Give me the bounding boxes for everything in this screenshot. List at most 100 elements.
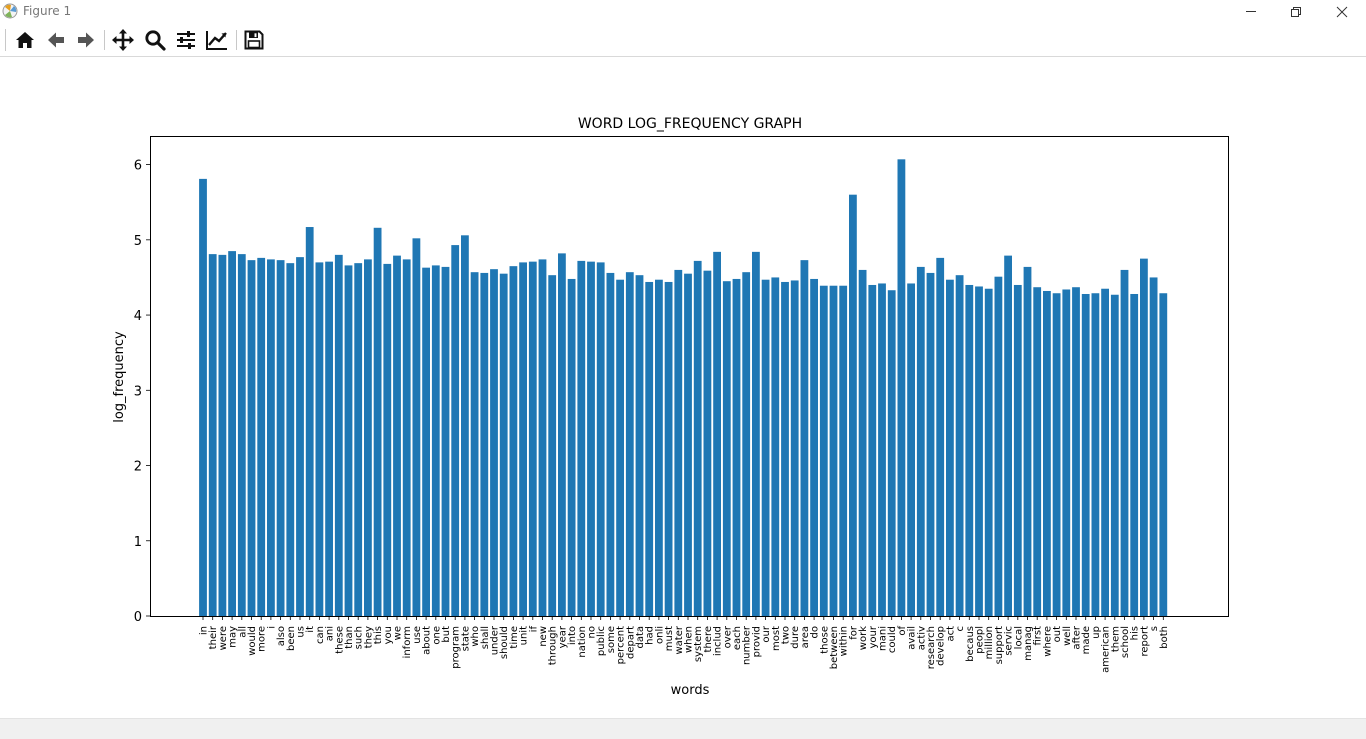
x-tick-label: had bbox=[645, 626, 656, 645]
x-tick-label: of bbox=[897, 626, 908, 636]
forward-button[interactable] bbox=[72, 27, 100, 53]
bar-one bbox=[431, 265, 440, 616]
x-tick-label: peopl bbox=[975, 626, 986, 654]
x-tick-label: system bbox=[693, 626, 704, 662]
bar-nation bbox=[577, 260, 586, 616]
x-tick-label: work bbox=[858, 626, 869, 650]
x-axis-ticks: intheirweremayallwouldmoreialsobeenusitc… bbox=[199, 616, 1170, 673]
bar-your bbox=[868, 284, 877, 616]
x-tick-label: could bbox=[887, 626, 898, 653]
x-tick-label: such bbox=[354, 626, 365, 649]
x-tick-label: these bbox=[334, 626, 345, 654]
x-tick-label: year bbox=[557, 625, 568, 648]
matplotlib-app-icon bbox=[2, 3, 18, 19]
x-tick-label: c bbox=[955, 626, 966, 632]
bar-both bbox=[1159, 293, 1168, 616]
back-button[interactable] bbox=[42, 27, 70, 53]
x-tick-label: when bbox=[684, 626, 695, 653]
restore-button[interactable] bbox=[1273, 0, 1319, 24]
bars-group bbox=[199, 159, 1168, 617]
bar-becaus bbox=[965, 284, 974, 616]
bar-within bbox=[839, 285, 848, 616]
close-button[interactable] bbox=[1319, 0, 1365, 24]
x-tick-label: our bbox=[761, 625, 772, 642]
bar-peopl bbox=[975, 286, 983, 616]
x-tick-label: their bbox=[208, 625, 219, 649]
x-tick-label: about bbox=[422, 626, 433, 655]
bar-first bbox=[1033, 287, 1042, 616]
x-tick-label: both bbox=[1159, 626, 1170, 649]
x-tick-label: servic bbox=[1004, 626, 1015, 656]
arrow-left-icon bbox=[48, 32, 64, 48]
bar-american bbox=[1101, 288, 1109, 616]
pan-button[interactable] bbox=[109, 27, 137, 53]
x-tick-label: ani bbox=[325, 626, 336, 641]
x-tick-label: s bbox=[1149, 626, 1160, 631]
bar-some bbox=[606, 272, 615, 616]
toolbar-grip bbox=[5, 29, 6, 51]
x-tick-label: no bbox=[587, 626, 598, 638]
bar-for bbox=[849, 194, 857, 616]
x-axis-label: words bbox=[671, 683, 710, 698]
bar-local bbox=[1013, 284, 1022, 616]
restore-icon bbox=[1291, 7, 1301, 17]
bar-they bbox=[364, 259, 372, 616]
bar-of bbox=[897, 159, 906, 616]
bar-our bbox=[761, 279, 770, 616]
x-tick-label: percent bbox=[616, 626, 627, 664]
configure-subplots-button[interactable] bbox=[172, 27, 200, 53]
bar-these bbox=[334, 254, 343, 616]
floppy-disk-icon bbox=[244, 30, 264, 50]
bar-no bbox=[587, 261, 595, 616]
edit-axis-button[interactable] bbox=[203, 27, 231, 53]
x-tick-label: well bbox=[1062, 626, 1073, 646]
x-tick-label: between bbox=[829, 626, 840, 669]
x-tick-label: under bbox=[490, 625, 501, 655]
y-tick-label: 0 bbox=[134, 610, 142, 625]
bar-onli bbox=[655, 279, 663, 616]
bar-depart bbox=[625, 272, 634, 616]
bar-inform bbox=[402, 259, 411, 616]
x-tick-label: unit bbox=[519, 626, 530, 645]
x-tick-label: becaus bbox=[965, 626, 976, 662]
y-axis-ticks: 0 1 2 3 4 5 6 bbox=[134, 159, 150, 625]
x-tick-label: water bbox=[674, 625, 685, 654]
figure-canvas[interactable]: WORD LOG_FREQUENCY GRAPH 0 1 2 3 4 5 6 in their… bbox=[0, 57, 1366, 718]
bar-we bbox=[393, 255, 401, 616]
x-tick-label: act bbox=[945, 626, 956, 642]
x-tick-label: develop bbox=[936, 626, 947, 666]
x-tick-label: they bbox=[363, 626, 374, 648]
bar-but bbox=[441, 266, 450, 616]
x-tick-label: within bbox=[839, 626, 850, 656]
x-tick-label: report bbox=[1139, 626, 1150, 657]
bar-number bbox=[742, 272, 751, 616]
x-tick-label: new bbox=[538, 626, 549, 647]
x-tick-label: all bbox=[237, 626, 248, 638]
x-tick-label: local bbox=[1013, 626, 1024, 649]
x-tick-label: nation bbox=[577, 626, 588, 658]
x-tick-label: includ bbox=[713, 626, 724, 656]
x-tick-label: onli bbox=[654, 626, 665, 644]
home-button[interactable] bbox=[11, 27, 39, 53]
navigation-toolbar bbox=[0, 24, 1366, 57]
bar-s bbox=[1149, 277, 1158, 616]
save-button[interactable] bbox=[240, 27, 268, 53]
x-tick-label: through bbox=[548, 626, 559, 665]
x-tick-label: dure bbox=[790, 626, 801, 649]
x-tick-label: your bbox=[868, 625, 879, 648]
x-tick-label: one bbox=[431, 626, 442, 645]
bar-shall bbox=[480, 272, 489, 616]
x-tick-label: we bbox=[393, 626, 404, 640]
arrow-right-icon bbox=[78, 32, 94, 48]
bar-do bbox=[810, 278, 818, 616]
bar-chart: WORD LOG_FREQUENCY GRAPH 0 1 2 3 4 5 6 intheir… bbox=[112, 116, 1229, 698]
x-tick-label: than bbox=[344, 626, 355, 649]
y-axis-label: log_frequency bbox=[112, 331, 127, 423]
minimize-button[interactable] bbox=[1228, 0, 1274, 24]
bar-mani bbox=[878, 283, 886, 616]
zoom-button[interactable] bbox=[141, 27, 169, 53]
bar-unit bbox=[519, 262, 527, 616]
x-tick-label: out bbox=[1052, 626, 1063, 642]
magnifier-icon bbox=[145, 30, 166, 51]
bar-activ bbox=[916, 266, 925, 616]
